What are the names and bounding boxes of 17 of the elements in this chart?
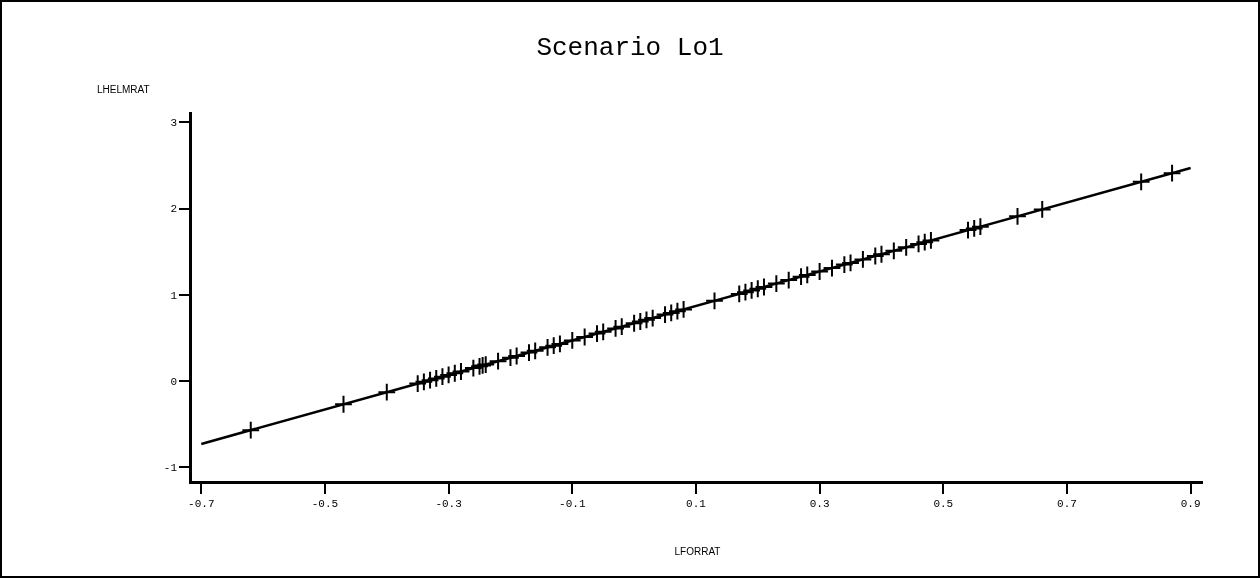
y-tick-label: 3	[170, 117, 178, 130]
x-tick-label: 0.1	[686, 497, 707, 510]
x-tick-label: -0.3	[435, 497, 462, 510]
y-tick-label: 0	[170, 375, 178, 388]
x-tick-label: -0.1	[559, 497, 586, 510]
y-tick-label: -1	[163, 462, 178, 475]
x-tick-label: 0.3	[809, 497, 830, 510]
y-axis-title: LHELMRAT	[97, 84, 150, 95]
y-tick-label: 1	[170, 289, 178, 302]
x-tick-label: 0.9	[1180, 497, 1201, 510]
x-tick-label: 0.5	[933, 497, 954, 510]
x-tick-label: 0.7	[1057, 497, 1077, 510]
chart-title: Scenario Lo1	[536, 32, 724, 63]
x-tick-label: -0.7	[188, 497, 215, 510]
y-tick-label: 2	[170, 203, 178, 216]
x-tick-label: -0.5	[311, 497, 339, 510]
x-axis-title: LFORRAT	[674, 546, 721, 558]
